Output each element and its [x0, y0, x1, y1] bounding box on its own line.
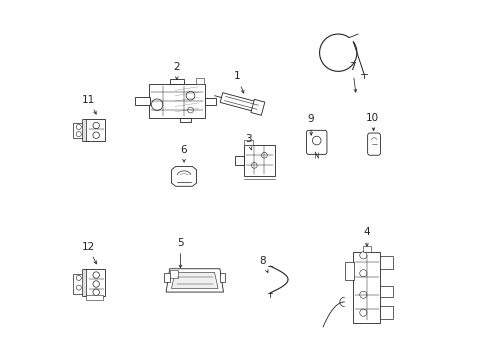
Circle shape — [76, 125, 81, 130]
Circle shape — [186, 91, 195, 100]
Circle shape — [360, 270, 367, 277]
Circle shape — [313, 136, 321, 145]
Circle shape — [360, 291, 367, 298]
Circle shape — [360, 309, 367, 316]
Bar — [380, 286, 393, 297]
Bar — [180, 118, 191, 122]
Circle shape — [251, 162, 257, 168]
Bar — [84, 119, 104, 140]
Bar — [171, 270, 178, 278]
Text: 11: 11 — [82, 95, 96, 114]
Bar — [244, 140, 253, 145]
Bar — [380, 306, 393, 319]
Bar — [149, 84, 205, 118]
Circle shape — [188, 107, 194, 113]
Circle shape — [76, 132, 81, 136]
Text: 5: 5 — [177, 238, 184, 268]
Bar — [82, 119, 86, 140]
Bar — [86, 295, 103, 300]
Text: 12: 12 — [82, 242, 97, 264]
Circle shape — [151, 99, 163, 111]
Text: 9: 9 — [307, 114, 314, 135]
Circle shape — [262, 152, 267, 158]
Bar — [364, 246, 371, 252]
Polygon shape — [172, 273, 218, 288]
Bar — [205, 98, 216, 105]
Text: 2: 2 — [173, 62, 180, 80]
Bar — [170, 79, 184, 84]
Circle shape — [93, 289, 99, 296]
Bar — [135, 97, 150, 105]
Polygon shape — [251, 99, 265, 115]
Circle shape — [76, 275, 81, 280]
Circle shape — [360, 252, 367, 259]
Text: 1: 1 — [234, 71, 244, 93]
Bar — [164, 273, 170, 282]
Bar — [82, 269, 86, 296]
Polygon shape — [166, 269, 223, 292]
Bar — [84, 269, 104, 296]
Bar — [244, 145, 274, 176]
Polygon shape — [220, 93, 263, 113]
Circle shape — [93, 132, 99, 138]
Bar — [196, 78, 203, 84]
Text: 10: 10 — [366, 113, 379, 130]
Polygon shape — [172, 167, 196, 186]
Bar — [380, 256, 393, 269]
FancyBboxPatch shape — [307, 130, 327, 154]
Bar — [220, 273, 225, 282]
FancyBboxPatch shape — [368, 133, 381, 155]
Text: 7: 7 — [349, 62, 357, 92]
Bar — [235, 156, 245, 165]
Circle shape — [93, 272, 99, 278]
Bar — [344, 262, 354, 280]
Circle shape — [93, 122, 99, 129]
Text: 4: 4 — [364, 228, 370, 246]
Bar — [74, 123, 84, 138]
Text: 8: 8 — [259, 256, 268, 273]
Circle shape — [93, 281, 99, 287]
Bar — [353, 252, 380, 323]
Text: 3: 3 — [245, 134, 252, 150]
Text: 6: 6 — [181, 145, 187, 162]
Circle shape — [76, 285, 81, 290]
Bar — [74, 274, 84, 294]
